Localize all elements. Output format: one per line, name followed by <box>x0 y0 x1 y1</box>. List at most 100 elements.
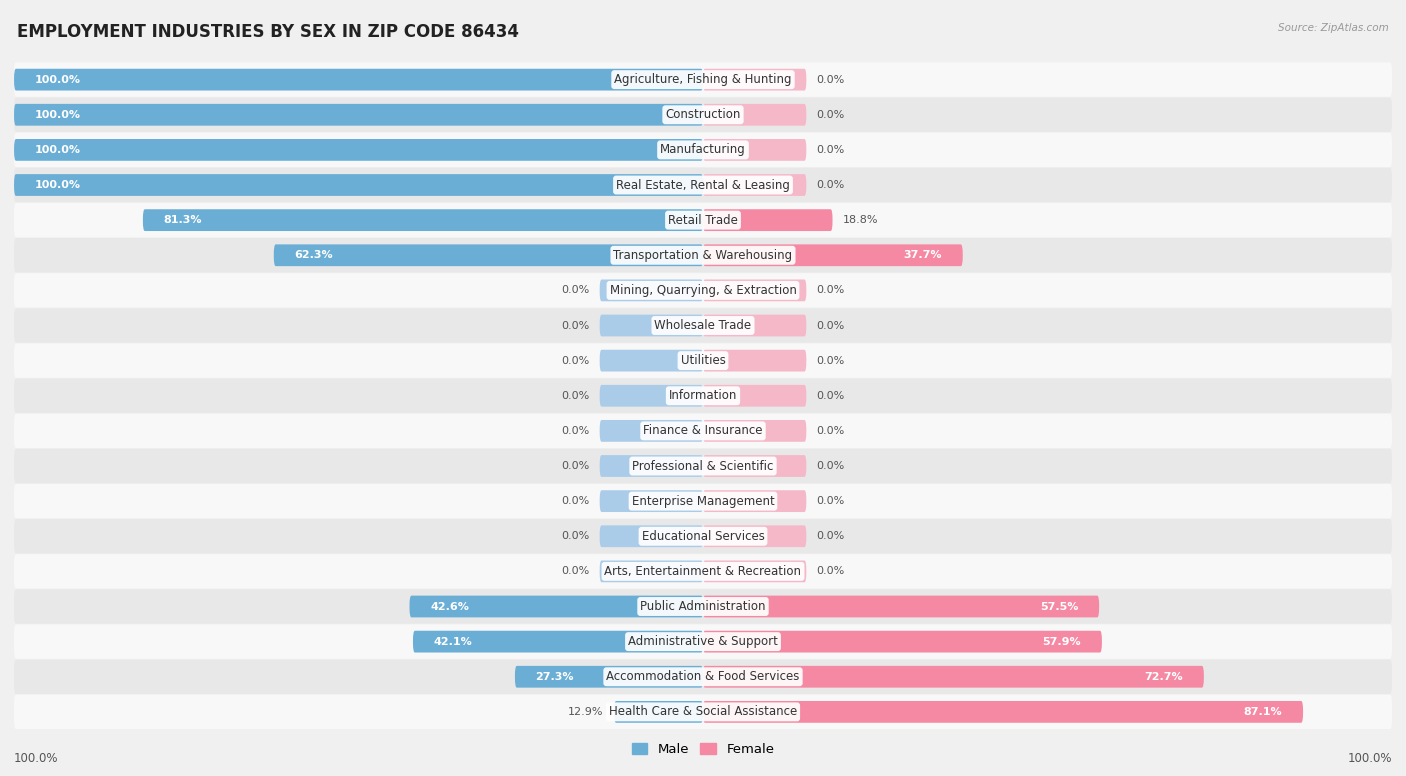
Text: 0.0%: 0.0% <box>817 391 845 400</box>
Text: Professional & Scientific: Professional & Scientific <box>633 459 773 473</box>
FancyBboxPatch shape <box>703 139 807 161</box>
FancyBboxPatch shape <box>143 210 703 231</box>
Text: Health Care & Social Assistance: Health Care & Social Assistance <box>609 705 797 719</box>
Text: 100.0%: 100.0% <box>35 74 80 85</box>
FancyBboxPatch shape <box>703 455 807 477</box>
FancyBboxPatch shape <box>14 695 1392 729</box>
FancyBboxPatch shape <box>703 631 1102 653</box>
Text: 18.8%: 18.8% <box>842 215 879 225</box>
Text: 0.0%: 0.0% <box>817 566 845 577</box>
Text: 0.0%: 0.0% <box>561 566 589 577</box>
Text: Public Administration: Public Administration <box>640 600 766 613</box>
FancyBboxPatch shape <box>599 279 703 301</box>
FancyBboxPatch shape <box>703 104 807 126</box>
Text: 100.0%: 100.0% <box>14 752 59 765</box>
FancyBboxPatch shape <box>599 314 703 337</box>
Text: Agriculture, Fishing & Hunting: Agriculture, Fishing & Hunting <box>614 73 792 86</box>
Text: Wholesale Trade: Wholesale Trade <box>654 319 752 332</box>
Text: 0.0%: 0.0% <box>817 320 845 331</box>
Text: Administrative & Support: Administrative & Support <box>628 635 778 648</box>
FancyBboxPatch shape <box>703 666 1204 688</box>
Text: 42.1%: 42.1% <box>433 636 472 646</box>
Text: 81.3%: 81.3% <box>163 215 202 225</box>
FancyBboxPatch shape <box>703 560 807 582</box>
Text: 0.0%: 0.0% <box>561 461 589 471</box>
Text: 62.3%: 62.3% <box>294 251 333 260</box>
Text: 0.0%: 0.0% <box>817 461 845 471</box>
FancyBboxPatch shape <box>14 660 1392 694</box>
FancyBboxPatch shape <box>14 414 1392 448</box>
FancyBboxPatch shape <box>14 62 1392 97</box>
Text: Construction: Construction <box>665 109 741 121</box>
Text: 100.0%: 100.0% <box>35 109 80 120</box>
Text: Mining, Quarrying, & Extraction: Mining, Quarrying, & Extraction <box>610 284 796 297</box>
FancyBboxPatch shape <box>14 344 1392 378</box>
FancyBboxPatch shape <box>14 308 1392 343</box>
Text: Transportation & Warehousing: Transportation & Warehousing <box>613 249 793 262</box>
Text: Arts, Entertainment & Recreation: Arts, Entertainment & Recreation <box>605 565 801 578</box>
FancyBboxPatch shape <box>599 455 703 477</box>
Legend: Male, Female: Male, Female <box>627 739 779 760</box>
Text: 0.0%: 0.0% <box>817 426 845 436</box>
Text: Finance & Insurance: Finance & Insurance <box>644 424 762 438</box>
Text: Utilities: Utilities <box>681 354 725 367</box>
Text: 0.0%: 0.0% <box>561 320 589 331</box>
Text: 0.0%: 0.0% <box>561 286 589 296</box>
FancyBboxPatch shape <box>274 244 703 266</box>
Text: 0.0%: 0.0% <box>817 180 845 190</box>
FancyBboxPatch shape <box>515 666 703 688</box>
Text: 0.0%: 0.0% <box>817 355 845 365</box>
Text: 72.7%: 72.7% <box>1144 672 1184 682</box>
Text: EMPLOYMENT INDUSTRIES BY SEX IN ZIP CODE 86434: EMPLOYMENT INDUSTRIES BY SEX IN ZIP CODE… <box>17 23 519 41</box>
Text: Enterprise Management: Enterprise Management <box>631 494 775 508</box>
Text: 0.0%: 0.0% <box>817 109 845 120</box>
Text: 0.0%: 0.0% <box>817 145 845 155</box>
FancyBboxPatch shape <box>703 69 807 91</box>
FancyBboxPatch shape <box>14 238 1392 272</box>
Text: 100.0%: 100.0% <box>35 180 80 190</box>
FancyBboxPatch shape <box>14 625 1392 659</box>
FancyBboxPatch shape <box>14 519 1392 553</box>
Text: 12.9%: 12.9% <box>568 707 603 717</box>
Text: 87.1%: 87.1% <box>1244 707 1282 717</box>
FancyBboxPatch shape <box>703 279 807 301</box>
FancyBboxPatch shape <box>14 133 1392 167</box>
FancyBboxPatch shape <box>703 174 807 196</box>
FancyBboxPatch shape <box>703 490 807 512</box>
FancyBboxPatch shape <box>14 69 703 91</box>
FancyBboxPatch shape <box>14 168 1392 203</box>
Text: Manufacturing: Manufacturing <box>661 144 745 157</box>
Text: Information: Information <box>669 390 737 402</box>
FancyBboxPatch shape <box>703 210 832 231</box>
Text: 42.6%: 42.6% <box>430 601 470 611</box>
Text: 0.0%: 0.0% <box>817 74 845 85</box>
FancyBboxPatch shape <box>14 273 1392 307</box>
Text: 0.0%: 0.0% <box>561 532 589 541</box>
Text: 0.0%: 0.0% <box>817 532 845 541</box>
Text: Educational Services: Educational Services <box>641 530 765 542</box>
FancyBboxPatch shape <box>14 98 1392 132</box>
FancyBboxPatch shape <box>703 314 807 337</box>
FancyBboxPatch shape <box>703 385 807 407</box>
Text: 57.5%: 57.5% <box>1040 601 1078 611</box>
Text: 100.0%: 100.0% <box>35 145 80 155</box>
FancyBboxPatch shape <box>599 560 703 582</box>
Text: 0.0%: 0.0% <box>561 496 589 506</box>
FancyBboxPatch shape <box>614 701 703 722</box>
Text: 57.9%: 57.9% <box>1043 636 1081 646</box>
Text: 0.0%: 0.0% <box>561 391 589 400</box>
Text: Retail Trade: Retail Trade <box>668 213 738 227</box>
FancyBboxPatch shape <box>14 484 1392 518</box>
Text: Real Estate, Rental & Leasing: Real Estate, Rental & Leasing <box>616 178 790 192</box>
FancyBboxPatch shape <box>413 631 703 653</box>
FancyBboxPatch shape <box>14 104 703 126</box>
Text: Accommodation & Food Services: Accommodation & Food Services <box>606 670 800 683</box>
Text: Source: ZipAtlas.com: Source: ZipAtlas.com <box>1278 23 1389 33</box>
FancyBboxPatch shape <box>703 244 963 266</box>
FancyBboxPatch shape <box>14 449 1392 483</box>
FancyBboxPatch shape <box>599 525 703 547</box>
Text: 27.3%: 27.3% <box>536 672 574 682</box>
FancyBboxPatch shape <box>599 385 703 407</box>
FancyBboxPatch shape <box>703 525 807 547</box>
FancyBboxPatch shape <box>409 596 703 618</box>
